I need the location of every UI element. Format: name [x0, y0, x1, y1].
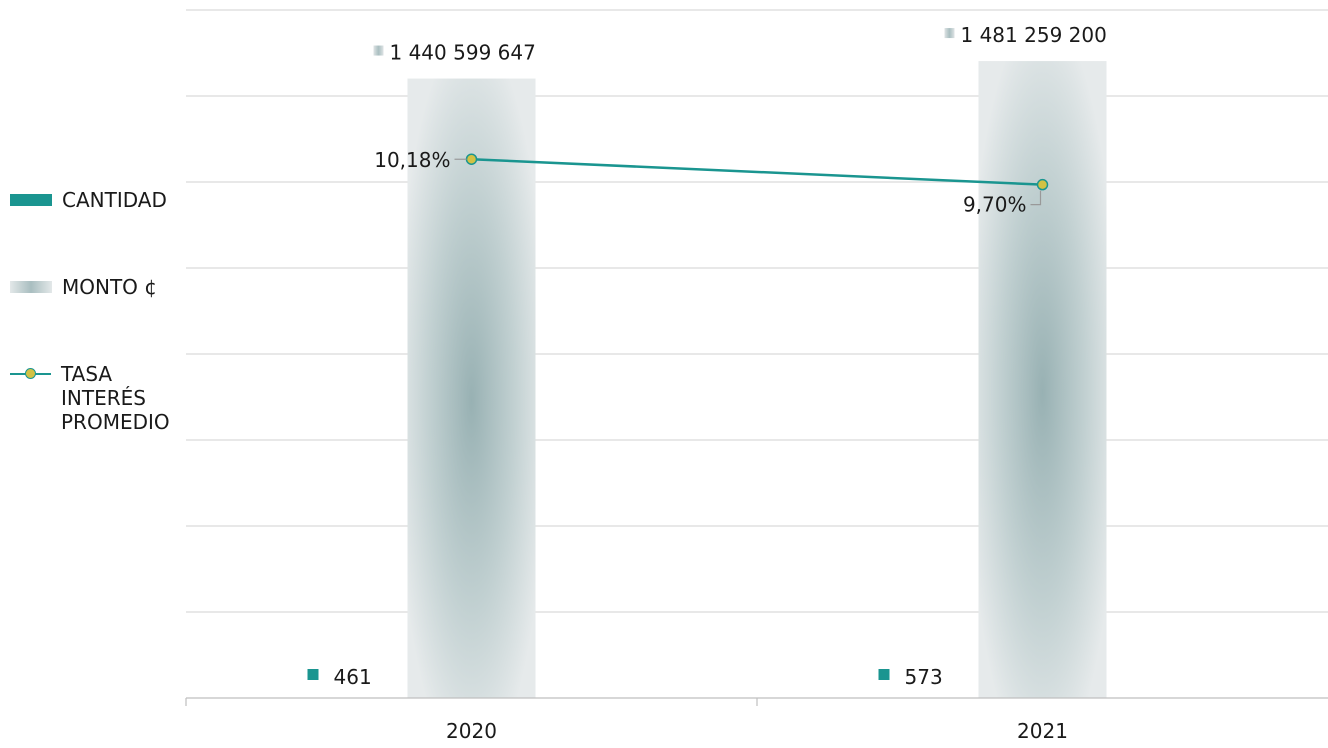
x-tick-label: 2021 — [1017, 719, 1068, 743]
legend-item-monto: MONTO ¢ — [10, 275, 157, 299]
data-labels: 1 440 599 647 1 481 259 200 461 573 10,18% 9,… — [307, 23, 1107, 689]
legend-label-tasa: TASA INTERÉS PROMEDIO — [61, 362, 200, 434]
legend-label-tasa-line2: PROMEDIO — [61, 410, 170, 434]
tasa-point-marker — [1036, 178, 1049, 191]
cantidad-data-label: 573 — [905, 665, 943, 689]
legend-item-tasa: TASA INTERÉS PROMEDIO — [10, 362, 200, 434]
monto-data-label: 1 481 259 200 — [961, 23, 1107, 47]
monto-bar — [407, 78, 536, 698]
legend: CANTIDAD MONTO ¢ TASA INTERÉS PROMEDIO — [10, 0, 200, 744]
tasa-label-leader — [1030, 190, 1042, 206]
tasa-data-label: 10,18% — [374, 148, 450, 172]
cantidad-swatch-icon — [10, 194, 52, 206]
cantidad-data-label: 461 — [334, 665, 372, 689]
tasa-line — [471, 157, 1043, 186]
cantidad-label-key-icon — [307, 669, 319, 680]
monto-label-key-icon — [373, 45, 384, 56]
monto-label-key-icon — [944, 28, 955, 39]
legend-label-cantidad: CANTIDAD — [62, 188, 167, 212]
x-tick-label: 2020 — [446, 719, 497, 743]
monto-bars — [407, 61, 1107, 699]
line-marker-swatch-icon — [10, 366, 51, 382]
tasa-line-series — [465, 153, 1049, 191]
legend-item-cantidad: CANTIDAD — [10, 188, 167, 212]
tasa-data-label: 9,70% — [963, 193, 1027, 217]
gridlines — [186, 9, 1328, 613]
monto-bar — [978, 61, 1107, 699]
monto-swatch-icon — [10, 281, 52, 293]
x-axis: 2020 2021 — [185, 697, 1328, 743]
cantidad-label-key-icon — [878, 669, 890, 680]
legend-label-monto: MONTO ¢ — [62, 275, 157, 299]
monto-data-label: 1 440 599 647 — [390, 41, 536, 65]
legend-label-tasa-line1: TASA INTERÉS — [61, 362, 146, 410]
tasa-point-marker — [465, 153, 478, 165]
